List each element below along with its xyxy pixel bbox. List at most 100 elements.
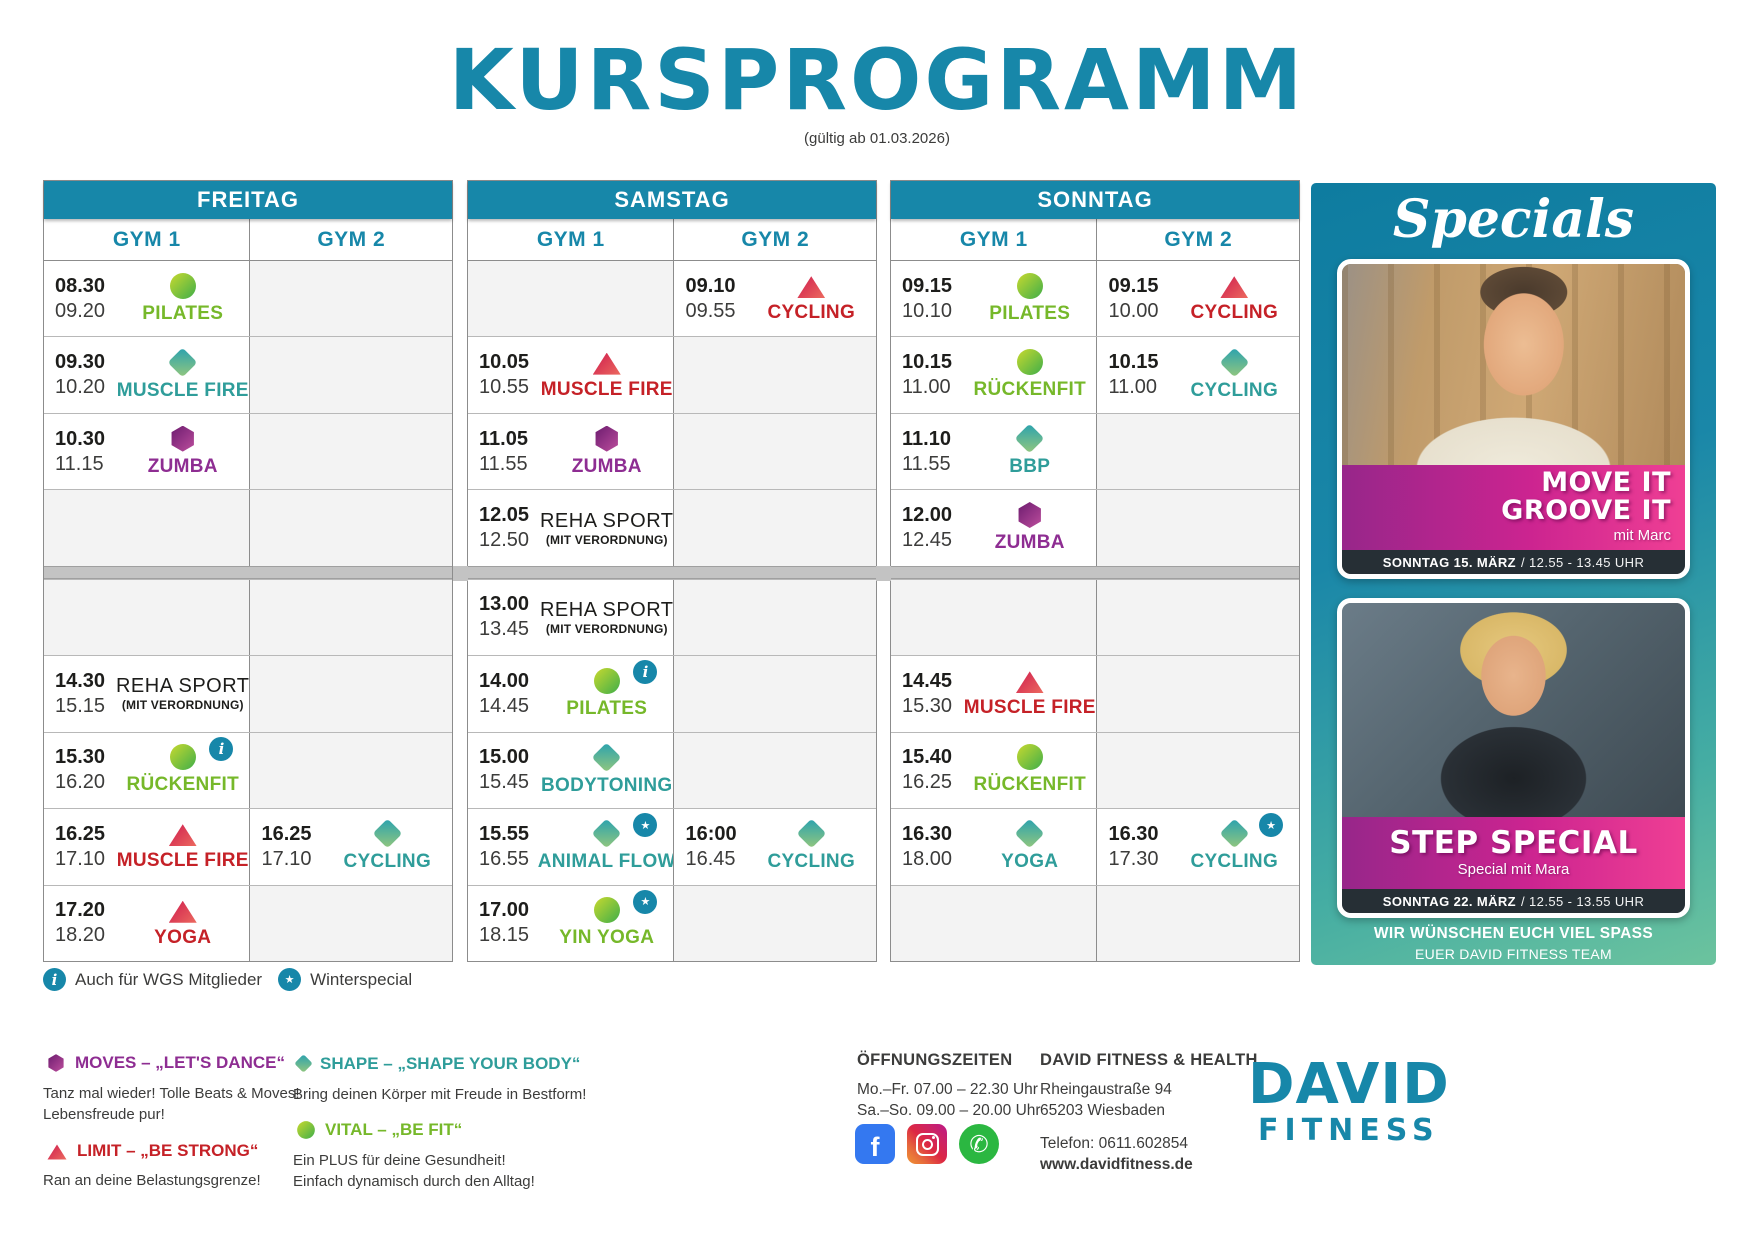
table-row: 08.30 09.20 PILATES <box>44 261 452 337</box>
special-date: SONNTAG 15. MÄRZ <box>1382 554 1517 570</box>
end-time: 11.55 <box>902 452 951 475</box>
table-row: 09.15 10.10 PILATES 09.15 10.00 CYCLING <box>891 261 1299 337</box>
course-times: 11.05 11.55 <box>468 414 544 489</box>
course-cell-pilates: 14.00 14.45 PILATES i <box>468 656 674 732</box>
limit-category-icon <box>592 352 621 375</box>
end-time: 10.10 <box>902 299 953 322</box>
course-main: BODYTONING <box>541 733 673 808</box>
special-subheading: mit Marc <box>1613 527 1672 545</box>
facebook-icon[interactable]: f <box>855 1124 895 1164</box>
vital-category-icon <box>297 1121 315 1139</box>
course-name: MUSCLE FIRE <box>540 378 673 400</box>
course-times: 17.20 18.20 <box>44 886 120 961</box>
shape-category-icon <box>167 347 198 378</box>
limit-category-icon <box>47 1144 67 1160</box>
course-cell-pilates: 09.15 10.10 PILATES <box>891 261 1097 337</box>
empty-cell <box>673 732 876 809</box>
instagram-icon[interactable] <box>907 1124 947 1164</box>
special-heading: MOVE IT <box>1541 467 1671 499</box>
course-cell-bodytoning: 15.00 15.45 BODYTONING <box>468 732 674 809</box>
course-times: 09.15 10.10 <box>891 261 967 336</box>
category-description: Tanz mal wieder! Tolle Beats & Moves! <box>43 1085 300 1102</box>
day-header-freitag: FREITAG <box>44 181 452 219</box>
end-time: 16.20 <box>55 771 106 794</box>
special-photo <box>1342 264 1685 466</box>
course-main: ZUMBA <box>544 414 673 489</box>
empty-cell <box>673 413 876 490</box>
shape-category-icon <box>372 818 403 849</box>
start-time: 15.55 <box>479 822 530 845</box>
special-banner: STEP SPECIAL Special mit Mara <box>1342 817 1685 889</box>
star-badge: ★ <box>633 813 658 838</box>
course-cell-yoga: 17.20 18.20 YOGA <box>44 885 250 961</box>
midday-divider <box>468 565 876 579</box>
end-time: 15.30 <box>902 694 953 717</box>
info-badge: i <box>209 736 234 761</box>
table-row: 16.25 17.10 MUSCLE FIRE 16.25 17.10 CYCLING <box>44 808 452 885</box>
course-name: REHA SPORT <box>539 509 674 532</box>
start-time: 16.25 <box>261 822 312 845</box>
end-time: 16.25 <box>902 771 953 794</box>
end-time: 11.15 <box>55 452 104 475</box>
empty-cell <box>673 579 876 656</box>
table-row: 12.00 12.45 ZUMBA <box>891 489 1299 566</box>
empty-cell <box>468 261 674 337</box>
course-name: YOGA <box>154 926 212 948</box>
course-main: MUSCLE FIRE <box>117 337 249 412</box>
end-time: 12.45 <box>902 529 953 552</box>
course-times: 15.30 16.20 <box>44 733 120 808</box>
table-row: 09.10 09.55 CYCLING <box>468 261 876 337</box>
gym-header-row: GYM 1 GYM 2 <box>891 219 1299 261</box>
midday-divider-gap <box>876 566 891 581</box>
day-table-samstag: SAMSTAG GYM 1 GYM 2 09.10 09.55 CYCLING 10.05 1… <box>467 180 877 962</box>
course-times: 12.05 12.50 <box>468 490 544 565</box>
course-main: PILATES <box>967 261 1096 336</box>
website-link[interactable]: www.davidfitness.de <box>1040 1156 1193 1173</box>
course-name: CYCLING <box>1190 302 1279 324</box>
empty-cell <box>1096 885 1299 961</box>
course-main: ANIMAL FLOW ★ <box>538 809 675 884</box>
end-time: 10.55 <box>479 376 530 399</box>
empty-cell <box>1096 490 1299 566</box>
david-fitness-logo: DAVID FITNESS <box>1248 1056 1450 1148</box>
address-block: DAVID FITNESS & HEALTH Rheingaustraße 94… <box>1040 1050 1258 1175</box>
end-time: 17.10 <box>55 847 106 870</box>
course-cell-rückenfit: 15.30 16.20 RÜCKENFIT i <box>44 732 250 809</box>
start-time: 16.30 <box>1108 822 1159 845</box>
course-name: MUSCLE FIRE <box>963 697 1096 719</box>
end-time: 18.20 <box>55 924 106 947</box>
course-times: 09.30 10.20 <box>44 337 120 412</box>
shape-category-icon <box>294 1054 313 1073</box>
special-card-1: MOVE IT GROOVE IT mit Marc SONNTAG 15. MÄRZ… <box>1337 259 1690 579</box>
course-cell-reha-sport: 14.30 15.15 REHA SPORT (MIT VERORDNUNG) <box>44 656 250 732</box>
table-row: 15.00 15.45 BODYTONING <box>468 731 876 809</box>
legend-item-wgs: i Auch für WGS Mitglieder <box>43 968 262 991</box>
end-time: 09.20 <box>55 299 106 322</box>
course-cell-muscle-fire: 09.30 10.20 MUSCLE FIRE <box>44 337 250 413</box>
whatsapp-icon[interactable]: ✆ <box>959 1124 999 1164</box>
end-time: 11.00 <box>1108 376 1158 399</box>
course-name: PILATES <box>989 302 1071 324</box>
empty-cell <box>249 732 452 809</box>
table-row <box>44 578 452 656</box>
course-times: 14.00 14.45 <box>468 656 544 731</box>
course-times: 09.10 09.55 <box>674 261 750 336</box>
table-row: 11.10 11.55 BBP <box>891 412 1299 490</box>
table-row: 10.30 11.15 ZUMBA <box>44 412 452 490</box>
table-row: 14.00 14.45 PILATES i <box>468 655 876 732</box>
course-cell-cycling: 09.10 09.55 CYCLING <box>673 261 876 337</box>
course-name: CYCLING <box>767 851 856 873</box>
end-time: 16.45 <box>685 847 736 870</box>
start-time: 15.00 <box>479 746 530 769</box>
course-main: MUSCLE FIRE <box>540 337 673 412</box>
empty-cell <box>44 579 250 656</box>
end-time: 18.15 <box>479 924 530 947</box>
course-main: CYCLING <box>326 809 452 884</box>
day-header-samstag: SAMSTAG <box>468 181 876 219</box>
course-main: ZUMBA <box>967 490 1096 565</box>
limit-category-icon <box>168 824 197 847</box>
page-title: KURSPROGRAMM <box>448 31 1306 129</box>
course-times: 10.30 11.15 <box>44 414 120 489</box>
shape-category-icon <box>1014 818 1045 849</box>
course-main: REHA SPORT (MIT VERORDNUNG) <box>540 490 673 565</box>
